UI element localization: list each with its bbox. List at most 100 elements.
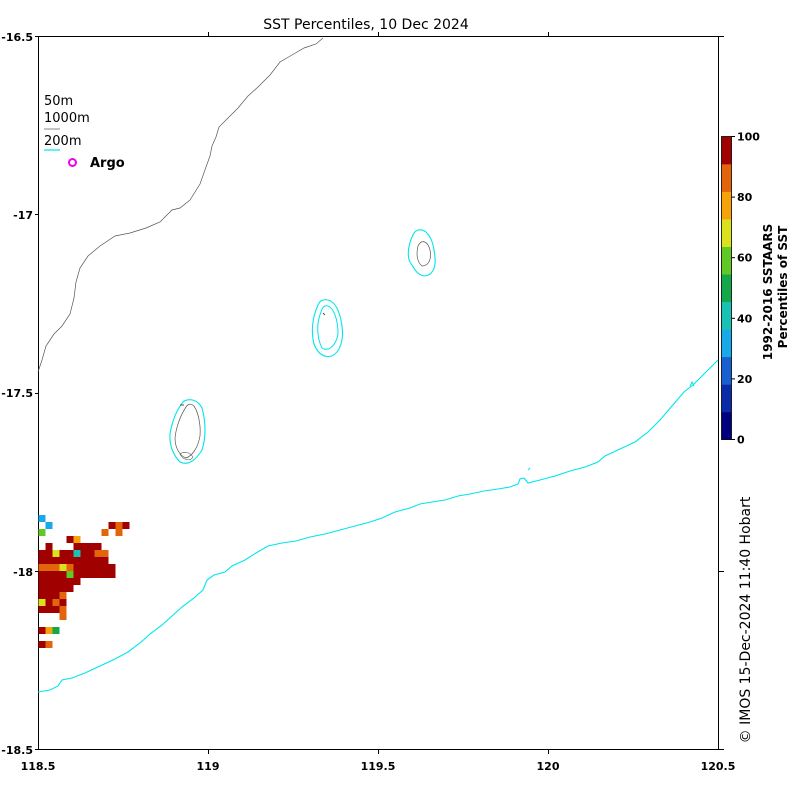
sst-cell	[87, 564, 95, 571]
sst-cell	[38, 550, 46, 557]
sst-cell	[66, 585, 74, 592]
sst-cell	[59, 613, 67, 620]
colorbar-label-line2: Percentiles of SST	[776, 225, 790, 348]
sst-cell	[45, 606, 53, 613]
colorbar-tick-label: 0	[737, 434, 745, 447]
sst-cell	[38, 564, 46, 571]
sst-cell	[38, 515, 46, 522]
sst-cell	[101, 564, 109, 571]
sst-cell	[59, 557, 67, 564]
legend-argo: Argo	[90, 156, 125, 171]
sst-cell	[66, 536, 74, 543]
map-frame	[38, 36, 719, 750]
sst-cell	[94, 571, 102, 578]
map-title: SST Percentiles, 10 Dec 2024	[263, 17, 469, 33]
sst-cell	[45, 550, 53, 557]
sst-cell	[38, 578, 46, 585]
sst-cell	[59, 592, 67, 599]
sst-cell	[108, 571, 116, 578]
x-tick-label: 119	[197, 760, 220, 773]
sst-cell	[52, 578, 60, 585]
sst-cell	[45, 543, 53, 550]
island-2-contour-200	[311, 299, 344, 358]
sst-cell	[94, 564, 102, 571]
sst-cell	[45, 641, 53, 648]
sst-cell	[52, 599, 60, 606]
x-tick-label: 120.5	[701, 760, 736, 773]
sst-cell	[80, 564, 88, 571]
sst-cell	[38, 606, 46, 613]
sst-cell	[52, 564, 60, 571]
sst-cell	[52, 550, 60, 557]
shelf-contour-bump-2	[527, 467, 531, 471]
legend-50m: 50m	[44, 94, 73, 109]
sst-cell	[80, 550, 88, 557]
argo-marker-icon	[68, 158, 77, 167]
sst-cell	[38, 571, 46, 578]
sst-cell	[73, 564, 81, 571]
imos-credit: © IMOS 15-Dec-2024 11:40 Hobart	[738, 496, 754, 743]
sst-cell	[80, 557, 88, 564]
colorbar-tick-label: 60	[737, 252, 753, 265]
sst-cell	[94, 557, 102, 564]
sst-cell	[45, 571, 53, 578]
y-tick-label: -17.5	[1, 387, 33, 400]
colorbar-tick-label: 20	[737, 373, 753, 386]
colorbar-segment	[721, 329, 732, 358]
y-tick-label: -16.5	[1, 31, 33, 44]
sst-cell	[38, 599, 46, 606]
colorbar	[721, 136, 732, 440]
sst-cell	[52, 571, 60, 578]
sst-cell	[73, 571, 81, 578]
colorbar-segment	[721, 219, 732, 247]
sst-cell	[94, 543, 102, 550]
sst-cell	[66, 564, 74, 571]
sst-cell	[73, 550, 81, 557]
y-tick-label: -18.5	[1, 744, 33, 757]
sst-cell	[59, 550, 67, 557]
colorbar-tick-label: 80	[737, 191, 753, 204]
sst-cell	[66, 571, 74, 578]
island-3-coast	[174, 403, 201, 459]
sst-cell	[45, 627, 53, 634]
sst-cell	[38, 557, 46, 564]
sst-cell	[73, 536, 81, 543]
sst-cell	[52, 592, 60, 599]
sst-cell	[115, 522, 123, 529]
sst-cell	[122, 522, 130, 529]
coastline-contour	[37, 37, 324, 373]
sst-cell	[52, 606, 60, 613]
sst-cell	[59, 585, 67, 592]
sst-cell	[80, 543, 88, 550]
sst-cell	[38, 585, 46, 592]
island-1-contour-200	[407, 229, 436, 277]
x-tick-label: 118.5	[21, 760, 56, 773]
sst-cell	[108, 522, 116, 529]
sst-cell	[66, 550, 74, 557]
colorbar-segment	[721, 384, 732, 413]
colorbar-frame	[721, 136, 732, 440]
sst-cell	[59, 571, 67, 578]
sst-cell	[94, 550, 102, 557]
sst-cell	[52, 557, 60, 564]
sst-cell	[38, 641, 46, 648]
sst-pixels	[38, 515, 130, 648]
colorbar-segment	[721, 136, 732, 165]
sst-cell	[101, 571, 109, 578]
sst-cell	[38, 627, 46, 634]
colorbar-segment	[721, 411, 732, 440]
sst-cell	[87, 543, 95, 550]
sst-cell	[87, 550, 95, 557]
sst-cell	[101, 529, 109, 536]
colorbar-label-line1: 1992-2016 SSTAARS	[761, 224, 775, 360]
sst-cell	[59, 578, 67, 585]
colorbar-segment	[721, 301, 732, 330]
colorbar-ticks: 0 20 40 60 80 100	[731, 131, 760, 447]
x-tick-marks	[208, 32, 549, 754]
colorbar-segment	[721, 274, 732, 303]
sst-cell	[45, 522, 53, 529]
colorbar-tick-label: 40	[737, 312, 753, 325]
sst-cell	[101, 550, 109, 557]
legend-1000m: 1000m	[44, 111, 90, 126]
